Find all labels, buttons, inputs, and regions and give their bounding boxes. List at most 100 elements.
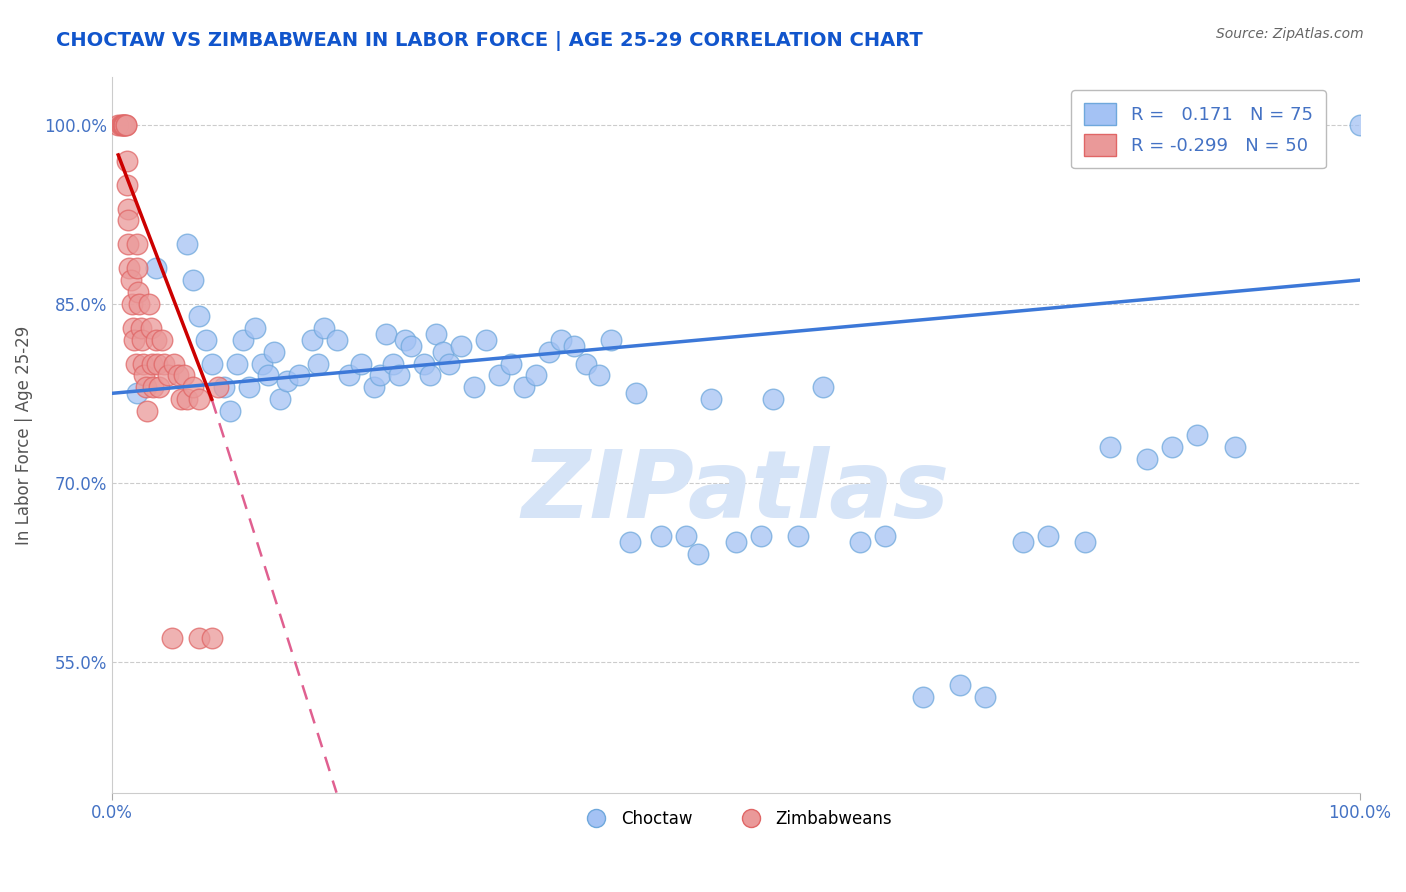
Point	[1036, 529, 1059, 543]
Point	[121, 297, 143, 311]
Point	[118, 261, 141, 276]
Point	[350, 357, 373, 371]
Point	[125, 386, 148, 401]
Point	[128, 297, 150, 311]
Point	[232, 333, 254, 347]
Point	[762, 392, 785, 407]
Point	[176, 237, 198, 252]
Point	[225, 357, 247, 371]
Point	[117, 202, 139, 216]
Point	[1187, 428, 1209, 442]
Point	[142, 380, 165, 394]
Point	[501, 357, 523, 371]
Point	[132, 357, 155, 371]
Point	[388, 368, 411, 383]
Point	[157, 368, 180, 383]
Point	[276, 375, 298, 389]
Point	[301, 333, 323, 347]
Point	[201, 357, 224, 371]
Point	[1074, 535, 1097, 549]
Point	[911, 690, 934, 705]
Point	[811, 380, 834, 394]
Point	[201, 631, 224, 645]
Point	[312, 320, 335, 334]
Point	[120, 273, 142, 287]
Point	[181, 380, 204, 394]
Point	[394, 333, 416, 347]
Point	[153, 357, 176, 371]
Point	[425, 326, 447, 341]
Point	[117, 237, 139, 252]
Point	[337, 368, 360, 383]
Point	[167, 368, 190, 383]
Point	[1161, 440, 1184, 454]
Point	[114, 118, 136, 132]
Text: Source: ZipAtlas.com: Source: ZipAtlas.com	[1216, 27, 1364, 41]
Point	[1136, 451, 1159, 466]
Point	[787, 529, 810, 543]
Point	[219, 404, 242, 418]
Point	[524, 368, 547, 383]
Point	[949, 678, 972, 692]
Point	[145, 333, 167, 347]
Point	[419, 368, 441, 383]
Point	[368, 368, 391, 383]
Point	[250, 357, 273, 371]
Point	[724, 535, 747, 549]
Point	[115, 178, 138, 192]
Point	[112, 118, 135, 132]
Point	[325, 333, 347, 347]
Point	[169, 392, 191, 407]
Point	[114, 118, 136, 132]
Point	[150, 333, 173, 347]
Point	[307, 357, 329, 371]
Legend: Choctaw, Zimbabweans: Choctaw, Zimbabweans	[572, 803, 898, 834]
Point	[575, 357, 598, 371]
Point	[245, 320, 267, 334]
Point	[139, 320, 162, 334]
Point	[110, 118, 132, 132]
Point	[238, 380, 260, 394]
Point	[1223, 440, 1246, 454]
Point	[619, 535, 641, 549]
Text: CHOCTAW VS ZIMBABWEAN IN LABOR FORCE | AGE 25-29 CORRELATION CHART: CHOCTAW VS ZIMBABWEAN IN LABOR FORCE | A…	[56, 31, 922, 51]
Point	[117, 213, 139, 227]
Point	[148, 380, 170, 394]
Point	[849, 535, 872, 549]
Point	[432, 344, 454, 359]
Point	[181, 273, 204, 287]
Point	[129, 320, 152, 334]
Point	[488, 368, 510, 383]
Point	[475, 333, 498, 347]
Point	[124, 357, 146, 371]
Point	[263, 344, 285, 359]
Point	[600, 333, 623, 347]
Point	[537, 344, 560, 359]
Point	[188, 631, 211, 645]
Point	[512, 380, 534, 394]
Point	[207, 380, 229, 394]
Point	[1098, 440, 1121, 454]
Point	[437, 357, 460, 371]
Point	[749, 529, 772, 543]
Point	[141, 357, 163, 371]
Point	[875, 529, 897, 543]
Point	[412, 357, 434, 371]
Point	[463, 380, 485, 394]
Point	[588, 368, 610, 383]
Point	[135, 380, 157, 394]
Point	[675, 529, 697, 543]
Point	[125, 237, 148, 252]
Point	[124, 333, 146, 347]
Point	[688, 547, 710, 561]
Point	[176, 392, 198, 407]
Point	[107, 118, 129, 132]
Point	[125, 261, 148, 276]
Point	[288, 368, 311, 383]
Point	[401, 338, 423, 352]
Point	[111, 118, 134, 132]
Point	[450, 338, 472, 352]
Y-axis label: In Labor Force | Age 25-29: In Labor Force | Age 25-29	[15, 326, 32, 545]
Point	[145, 261, 167, 276]
Point	[381, 357, 404, 371]
